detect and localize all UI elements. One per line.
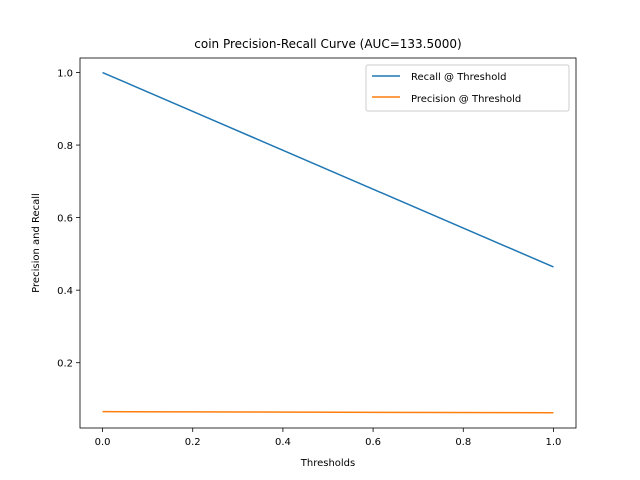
series-line-recall (102, 71, 554, 268)
x-tick-label: 0.6 (365, 437, 381, 448)
legend-label-recall: Recall @ Threshold (411, 72, 506, 83)
x-tick-label: 0.2 (185, 437, 201, 448)
y-tick-label: 0.6 (57, 214, 73, 225)
legend-label-precision: Precision @ Threshold (411, 94, 521, 105)
x-tick-label: 0.4 (275, 437, 291, 448)
plot-frame (79, 57, 577, 429)
series-line-precision (102, 410, 554, 414)
x-tick-label: 0.8 (455, 437, 471, 448)
legend-frame (365, 64, 570, 112)
x-tick-label: 1.0 (546, 437, 562, 448)
x-axis: 0.0 0.2 0.4 0.6 0.8 1.0 (95, 428, 562, 448)
legend: Recall @ Threshold Precision @ Threshold (365, 64, 570, 112)
y-axis: 0.2 0.4 0.6 0.8 1.0 (57, 69, 80, 370)
chart-title: coin Precision-Recall Curve (AUC=133.500… (194, 37, 461, 51)
x-tick-label: 0.0 (95, 437, 111, 448)
y-axis-label: Precision and Recall (31, 193, 42, 293)
series-layer (102, 71, 554, 414)
y-tick-label: 0.2 (57, 359, 73, 370)
x-axis-label: Thresholds (300, 458, 356, 469)
y-tick-label: 1.0 (57, 69, 73, 80)
y-tick-label: 0.4 (57, 286, 73, 297)
plot-area (80, 58, 576, 428)
y-tick-label: 0.8 (57, 141, 73, 152)
